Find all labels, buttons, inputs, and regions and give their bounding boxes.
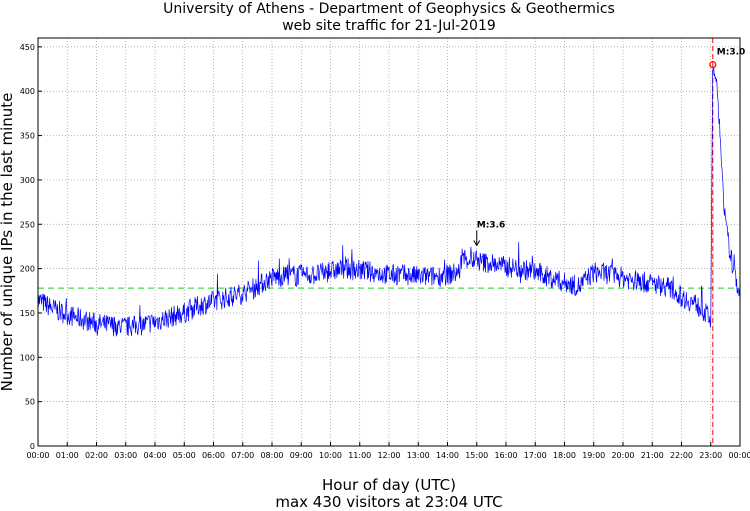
x-tick-label: 09:00 [290,451,313,460]
y-tick-label: 400 [20,87,35,96]
x-tick-label: 20:00 [611,451,634,460]
series-group [37,66,741,337]
x-tick-label: 19:00 [582,451,605,460]
x-tick-label: 21:00 [641,451,664,460]
max-marker-circle [709,61,717,69]
x-tick-label: 08:00 [260,451,283,460]
traffic-series-line [37,66,741,337]
x-tick-label: 00:00 [26,451,49,460]
x-tick-label: 01:00 [56,451,79,460]
x-tick-label: 18:00 [553,451,576,460]
x-tick-label: 12:00 [377,451,400,460]
grid [38,38,740,446]
x-tick-label: 13:00 [407,451,430,460]
x-tick-label: 16:00 [494,451,517,460]
chart-subtitle: web site traffic for 21-Jul-2019 [282,18,496,34]
chart-title: University of Athens - Department of Geo… [163,1,615,17]
markers-group: M:3.0 M:3.6 [473,48,746,247]
x-tick-label: 15:00 [465,451,488,460]
x-tick-label: 03:00 [114,451,137,460]
x-axis-ticks: 00:00 01:00 02:00 03:00 04:00 05:00 06:00 07:00… [26,442,750,460]
x-tick-label: 07:00 [231,451,254,460]
y-tick-label: 50 [25,398,35,407]
y-tick-label: 350 [20,132,35,141]
x-tick-label: 04:00 [143,451,166,460]
y-axis-ticks: 0 50 100 150 200 250 300 350 400 450 [20,43,42,451]
y-axis-label: Number of unique IPs in the last minute [0,93,16,392]
x-tick-label: 14:00 [436,451,459,460]
x-tick-label: 11:00 [348,451,371,460]
quake-marker-label: M:3.6 [477,220,506,230]
x-axis-label: Hour of day (UTC) [322,476,456,494]
y-tick-label: 200 [20,265,35,274]
footer-max-visitors: max 430 visitors at 23:04 UTC [275,493,502,511]
x-tick-label: 17:00 [524,451,547,460]
x-tick-label: 23:00 [699,451,722,460]
x-tick-label: 10:00 [319,451,342,460]
y-tick-label: 300 [20,176,35,185]
marker-arrow-head [473,240,481,247]
y-tick-label: 100 [20,353,35,362]
y-tick-label: 0 [30,442,35,451]
x-tick-label: 02:00 [85,451,108,460]
y-tick-label: 450 [20,43,35,52]
y-tick-label: 150 [20,309,35,318]
x-tick-label: 22:00 [670,451,693,460]
y-tick-label: 250 [20,220,35,229]
max-marker-label: M:3.0 [717,48,746,58]
x-tick-label: 06:00 [202,451,225,460]
x-tick-label: 05:00 [173,451,196,460]
x-tick-label: 00:00 [728,451,750,460]
